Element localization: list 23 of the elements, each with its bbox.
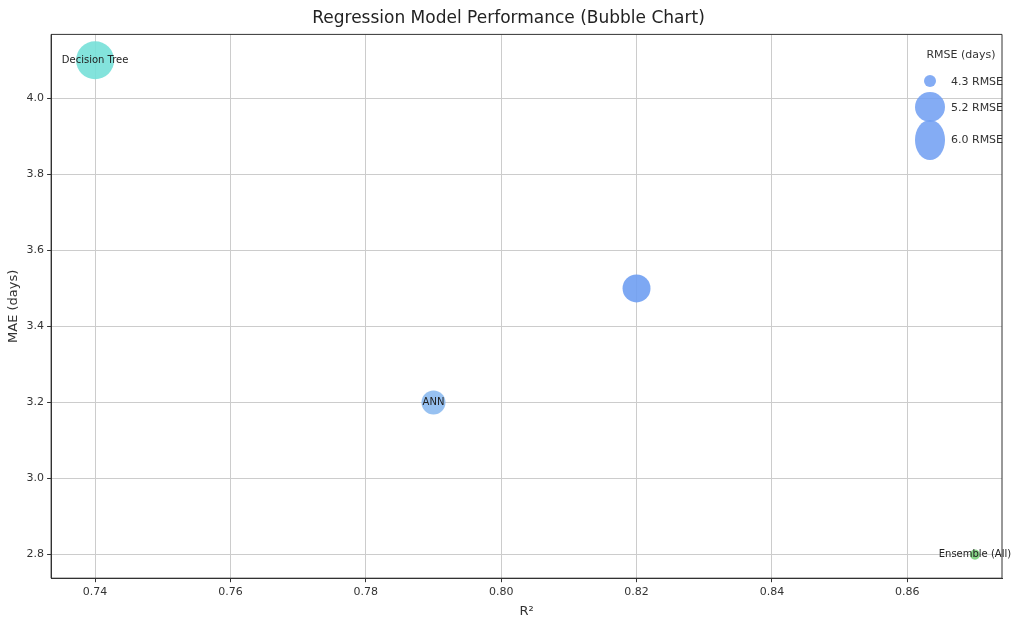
y-tick-label: 3.6: [26, 243, 45, 257]
y-axis-title: MAE (days): [5, 269, 21, 343]
series-label: ANN: [422, 396, 445, 408]
x-tick-label: 0.76: [218, 584, 243, 598]
y-tick-label: 3.0: [26, 471, 45, 485]
x-tick-label: 0.80: [488, 584, 514, 598]
x-tick-label: 0.78: [353, 584, 379, 598]
x-tick-label: 0.82: [624, 584, 649, 598]
annotation: 4.3 RMSE: [951, 74, 1004, 88]
x-tick-label: 0.74: [82, 584, 108, 598]
x-axis-title: R²: [519, 602, 534, 618]
chart-title: Regression Model Performance (Bubble Chart): [312, 6, 705, 27]
legend-title: RMSE (days): [925, 48, 997, 61]
series-label: Ensemble (All): [938, 548, 1012, 560]
x-tick-label: 0.86: [895, 584, 920, 598]
y-tick-label: 3.8: [26, 167, 45, 181]
annotation: 5.2 RMSE: [951, 100, 1004, 114]
y-tick-label: 2.8: [26, 547, 45, 561]
annotation: 6.0 RMSE: [951, 133, 1004, 146]
y-tick-label: 3.2: [26, 395, 45, 409]
y-tick-label: 4.0: [26, 91, 45, 105]
x-tick-label: 0.84: [759, 584, 785, 598]
y-tick-label: 3.4: [26, 319, 45, 333]
